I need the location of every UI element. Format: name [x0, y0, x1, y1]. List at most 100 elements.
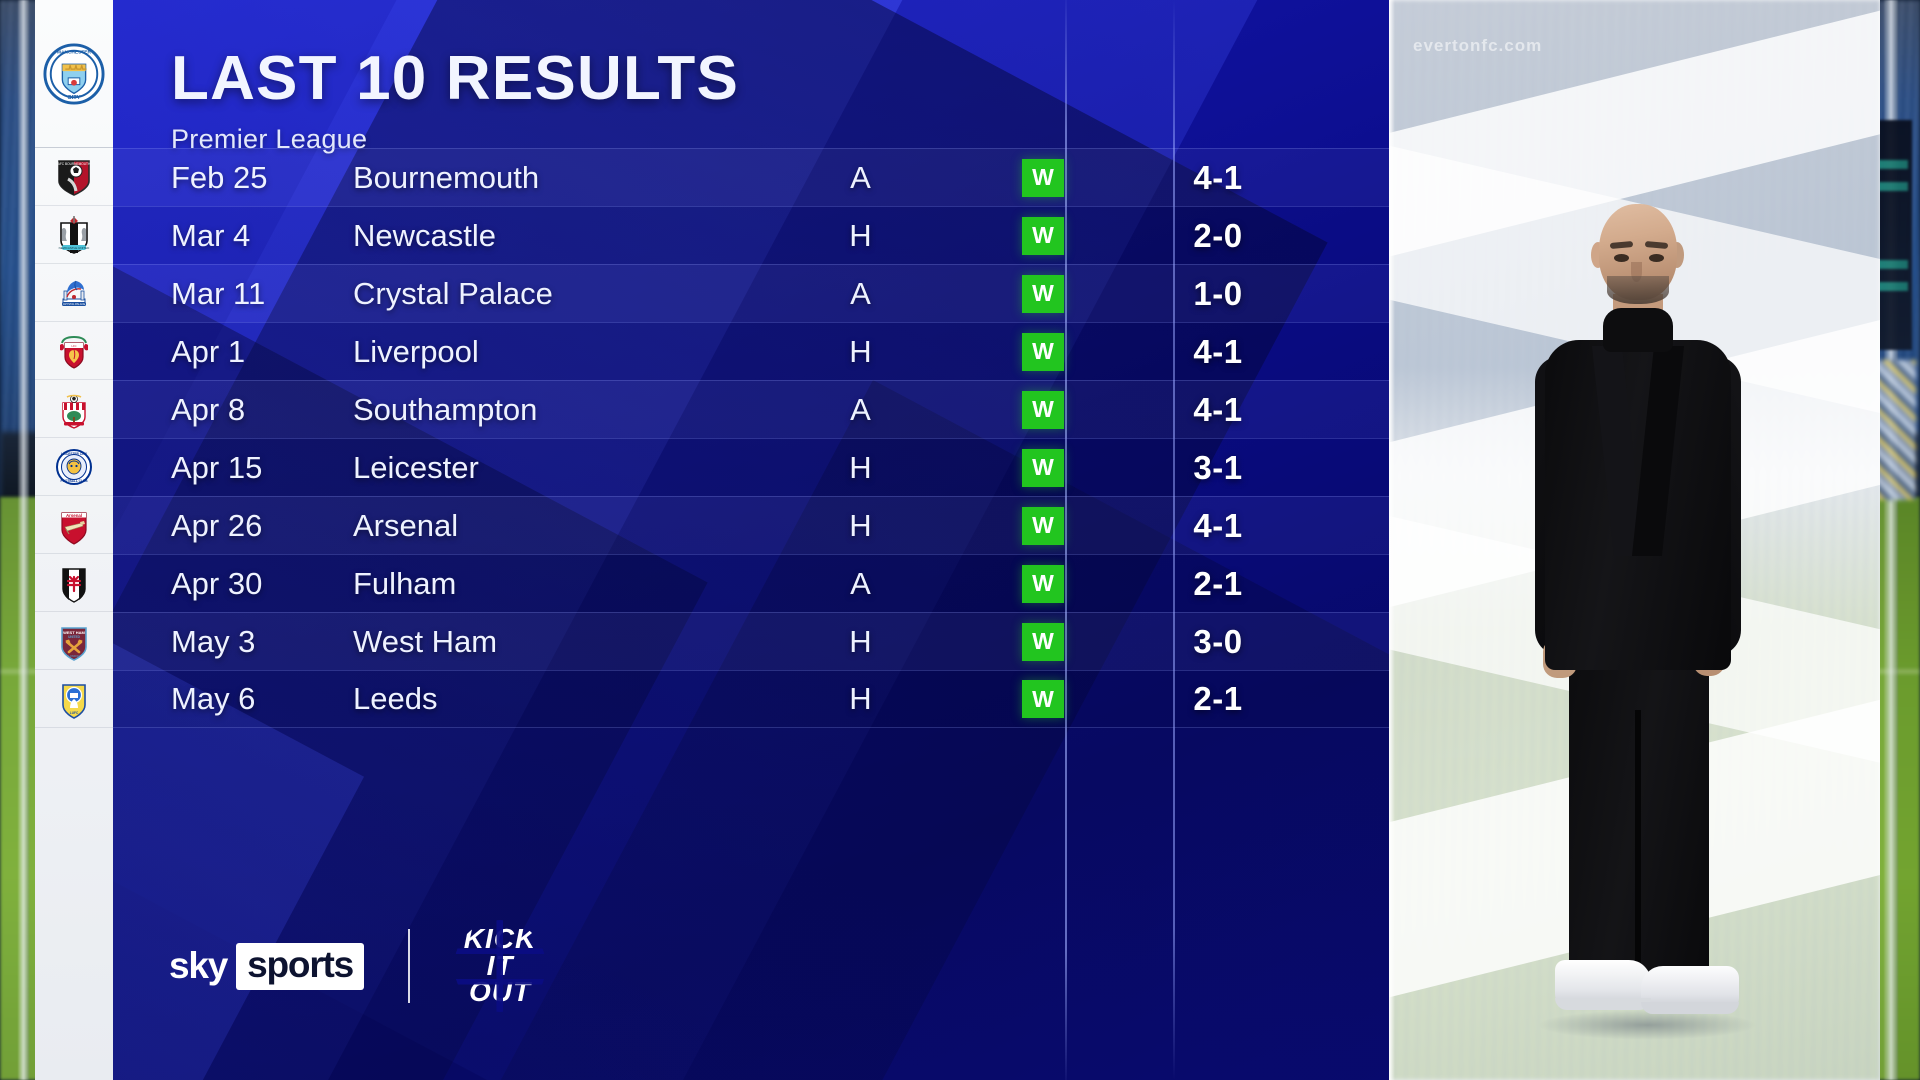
kio-line-2: IT: [486, 949, 514, 981]
leeds-crest-icon: LUFC: [62, 683, 86, 719]
table-row[interactable]: May 3 West Ham H W 3-0: [113, 612, 1389, 670]
crest-cell: Arsenal: [35, 496, 113, 554]
svg-text:AFC BOURNEMOUTH: AFC BOURNEMOUTH: [58, 162, 91, 166]
table-row[interactable]: Feb 25 Bournemouth A W 4-1: [113, 148, 1389, 206]
svg-text:LUFC: LUFC: [70, 711, 79, 715]
result-badge-cell: W: [968, 680, 1118, 718]
results-graphic: CITY MANCHESTER AFC BOURNEMOUTH: [35, 0, 1880, 1080]
result-date: Mar 11: [171, 275, 266, 311]
result-badge-cell: W: [968, 332, 1118, 371]
result-venue: H: [849, 623, 872, 659]
result-date: May 6: [171, 681, 256, 716]
result-opponent: West Ham: [353, 623, 498, 659]
status-badge: W: [1022, 622, 1064, 661]
svg-text:FOOTBALL CLUB: FOOTBALL CLUB: [60, 479, 88, 483]
status-badge: W: [1022, 158, 1064, 197]
kio-line-1: KICK: [463, 923, 537, 955]
manager-photo-panel: evertonfc.com: [1389, 0, 1880, 1080]
panel-vertical-light: [1173, 0, 1175, 1080]
table-row[interactable]: Apr 30 Fulham A W 2-1: [113, 554, 1389, 612]
table-row[interactable]: Mar 11 Crystal Palace A W 1-0: [113, 264, 1389, 322]
result-opponent: Liverpool: [353, 333, 479, 369]
result-date: Apr 26: [171, 507, 263, 543]
result-date: Mar 4: [171, 217, 251, 253]
svg-text:NEWCASTLE UNITED: NEWCASTLE UNITED: [59, 246, 91, 250]
result-date: Apr 30: [171, 565, 263, 601]
svg-text:WEST HAM: WEST HAM: [63, 630, 85, 635]
result-date: Apr 8: [171, 391, 246, 427]
west-ham-crest-icon: WEST HAM UNITED LONDON: [61, 626, 87, 661]
crest-rail: CITY MANCHESTER AFC BOURNEMOUTH: [35, 0, 113, 1080]
svg-text:LONDON: LONDON: [68, 654, 79, 658]
sky-word: sky: [169, 945, 228, 986]
manager-turtleneck: [1603, 308, 1673, 352]
svg-text:CITY: CITY: [67, 95, 80, 101]
crystal-palace-crest-icon: CRYSTAL PALACE: [62, 280, 86, 306]
result-venue: H: [849, 333, 872, 369]
kio-line-3: OUT: [468, 976, 532, 1008]
table-row[interactable]: Apr 26 Arsenal H W 4-1: [113, 496, 1389, 554]
manchester-city-crest-icon: CITY MANCHESTER: [43, 42, 105, 105]
result-venue: A: [850, 275, 871, 311]
table-row[interactable]: Apr 8 Southampton A W 4-1: [113, 380, 1389, 438]
result-venue: H: [849, 217, 872, 253]
result-opponent: Southampton: [353, 391, 538, 427]
kick-it-out-logo: KICK IT OUT: [454, 920, 547, 1012]
status-badge: W: [1022, 332, 1064, 371]
result-score: 3-0: [1193, 622, 1243, 660]
footer-divider: [408, 929, 411, 1003]
result-venue: H: [849, 681, 872, 716]
bournemouth-crest-icon: AFC BOURNEMOUTH: [58, 159, 91, 196]
result-venue: A: [850, 565, 871, 601]
crest-cell: NEWCASTLE UNITED: [35, 206, 113, 264]
fulham-crest-icon: [62, 567, 86, 603]
score-column-divider: [1065, 0, 1067, 1080]
arsenal-crest-icon: Arsenal: [61, 511, 87, 545]
result-score: 2-1: [1193, 680, 1243, 717]
manager-figure: [1507, 190, 1767, 1080]
header: LAST 10 RESULTS Premier League: [171, 48, 739, 155]
table-row[interactable]: Mar 4 Newcastle H W 2-0: [113, 206, 1389, 264]
result-score: 1-0: [1193, 274, 1243, 312]
result-opponent: Arsenal: [353, 507, 459, 543]
svg-text:MANCHESTER: MANCHESTER: [57, 49, 92, 55]
result-score: 4-1: [1193, 390, 1243, 428]
result-badge-cell: W: [968, 158, 1118, 197]
sky-sports-logo: sky sports: [169, 942, 365, 990]
result-score: 3-1: [1193, 448, 1243, 486]
stadium-post-left: [18, 0, 29, 1080]
svg-text:CRYSTAL PALACE: CRYSTAL PALACE: [63, 302, 86, 306]
liverpool-crest-icon: LFC: [60, 335, 88, 369]
status-badge: W: [1022, 680, 1064, 718]
result-score: 4-1: [1193, 332, 1243, 370]
result-badge-cell: W: [968, 506, 1118, 545]
results-table: Feb 25 Bournemouth A W 4-1 Mar 4 Newcastle H W 2-…: [113, 148, 1389, 728]
status-badge: W: [1022, 448, 1064, 487]
result-score: 4-1: [1193, 506, 1243, 544]
status-badge: W: [1022, 506, 1064, 545]
svg-text:LEICESTER CITY: LEICESTER CITY: [61, 452, 88, 456]
result-opponent: Crystal Palace: [353, 275, 553, 311]
crest-cell: LFC: [35, 322, 113, 380]
crest-cell: [35, 554, 113, 612]
result-date: Apr 15: [171, 449, 263, 485]
result-opponent: Newcastle: [353, 217, 496, 253]
table-row[interactable]: Apr 15 Leicester H W 3-1: [113, 438, 1389, 496]
result-venue: H: [849, 507, 872, 543]
result-venue: H: [849, 449, 872, 485]
result-badge-cell: W: [968, 448, 1118, 487]
result-venue: A: [850, 391, 871, 427]
crest-cell: [35, 380, 113, 438]
table-row[interactable]: May 6 Leeds H W 2-1: [113, 670, 1389, 728]
status-badge: W: [1022, 216, 1064, 255]
result-badge-cell: W: [968, 274, 1118, 313]
crest-cell: LEICESTER CITY FOOTBALL CLUB: [35, 438, 113, 496]
result-badge-cell: W: [968, 622, 1118, 661]
crest-cell: CRYSTAL PALACE: [35, 264, 113, 322]
page-title: LAST 10 RESULTS: [171, 44, 740, 113]
table-row[interactable]: Apr 1 Liverpool H W 4-1: [113, 322, 1389, 380]
svg-text:LFC: LFC: [72, 344, 77, 348]
svg-text:Arsenal: Arsenal: [66, 513, 82, 518]
status-badge: W: [1022, 564, 1064, 603]
result-date: Feb 25: [171, 159, 268, 195]
